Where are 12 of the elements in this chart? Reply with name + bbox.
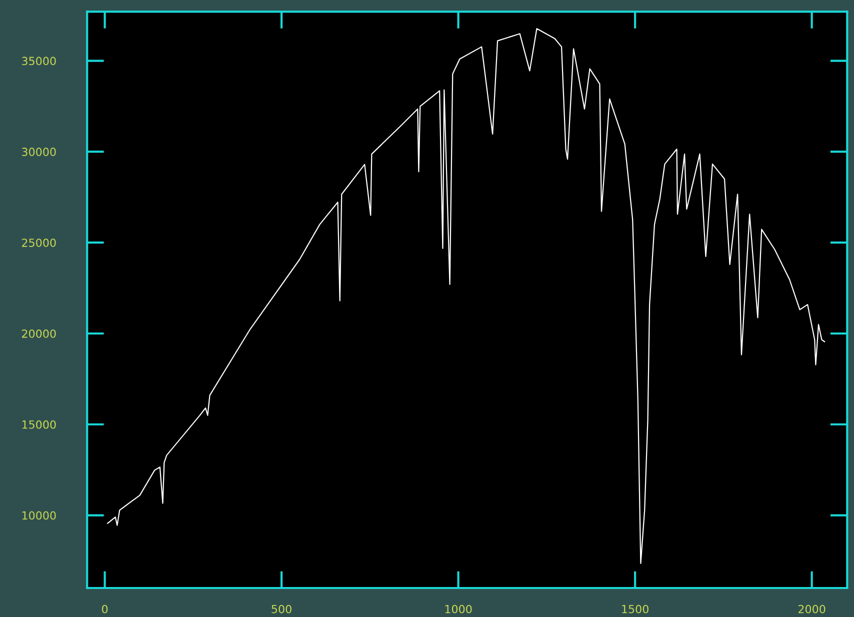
line-series [107,28,826,564]
y-tick-label: 10000 [22,511,56,520]
y-tick-label: 25000 [22,238,56,247]
x-tick-label: 1000 [445,604,472,614]
x-tick-label: 0 [102,604,108,614]
y-tick-label: 35000 [22,56,56,66]
x-tick-label: 2000 [798,604,826,614]
x-tick-label: 1500 [622,604,648,614]
x-tick-label: 500 [272,604,292,614]
y-tick-label: 30000 [22,148,56,156]
y-tick-label: 15000 [22,420,56,429]
y-tick-label: 20000 [22,329,56,338]
